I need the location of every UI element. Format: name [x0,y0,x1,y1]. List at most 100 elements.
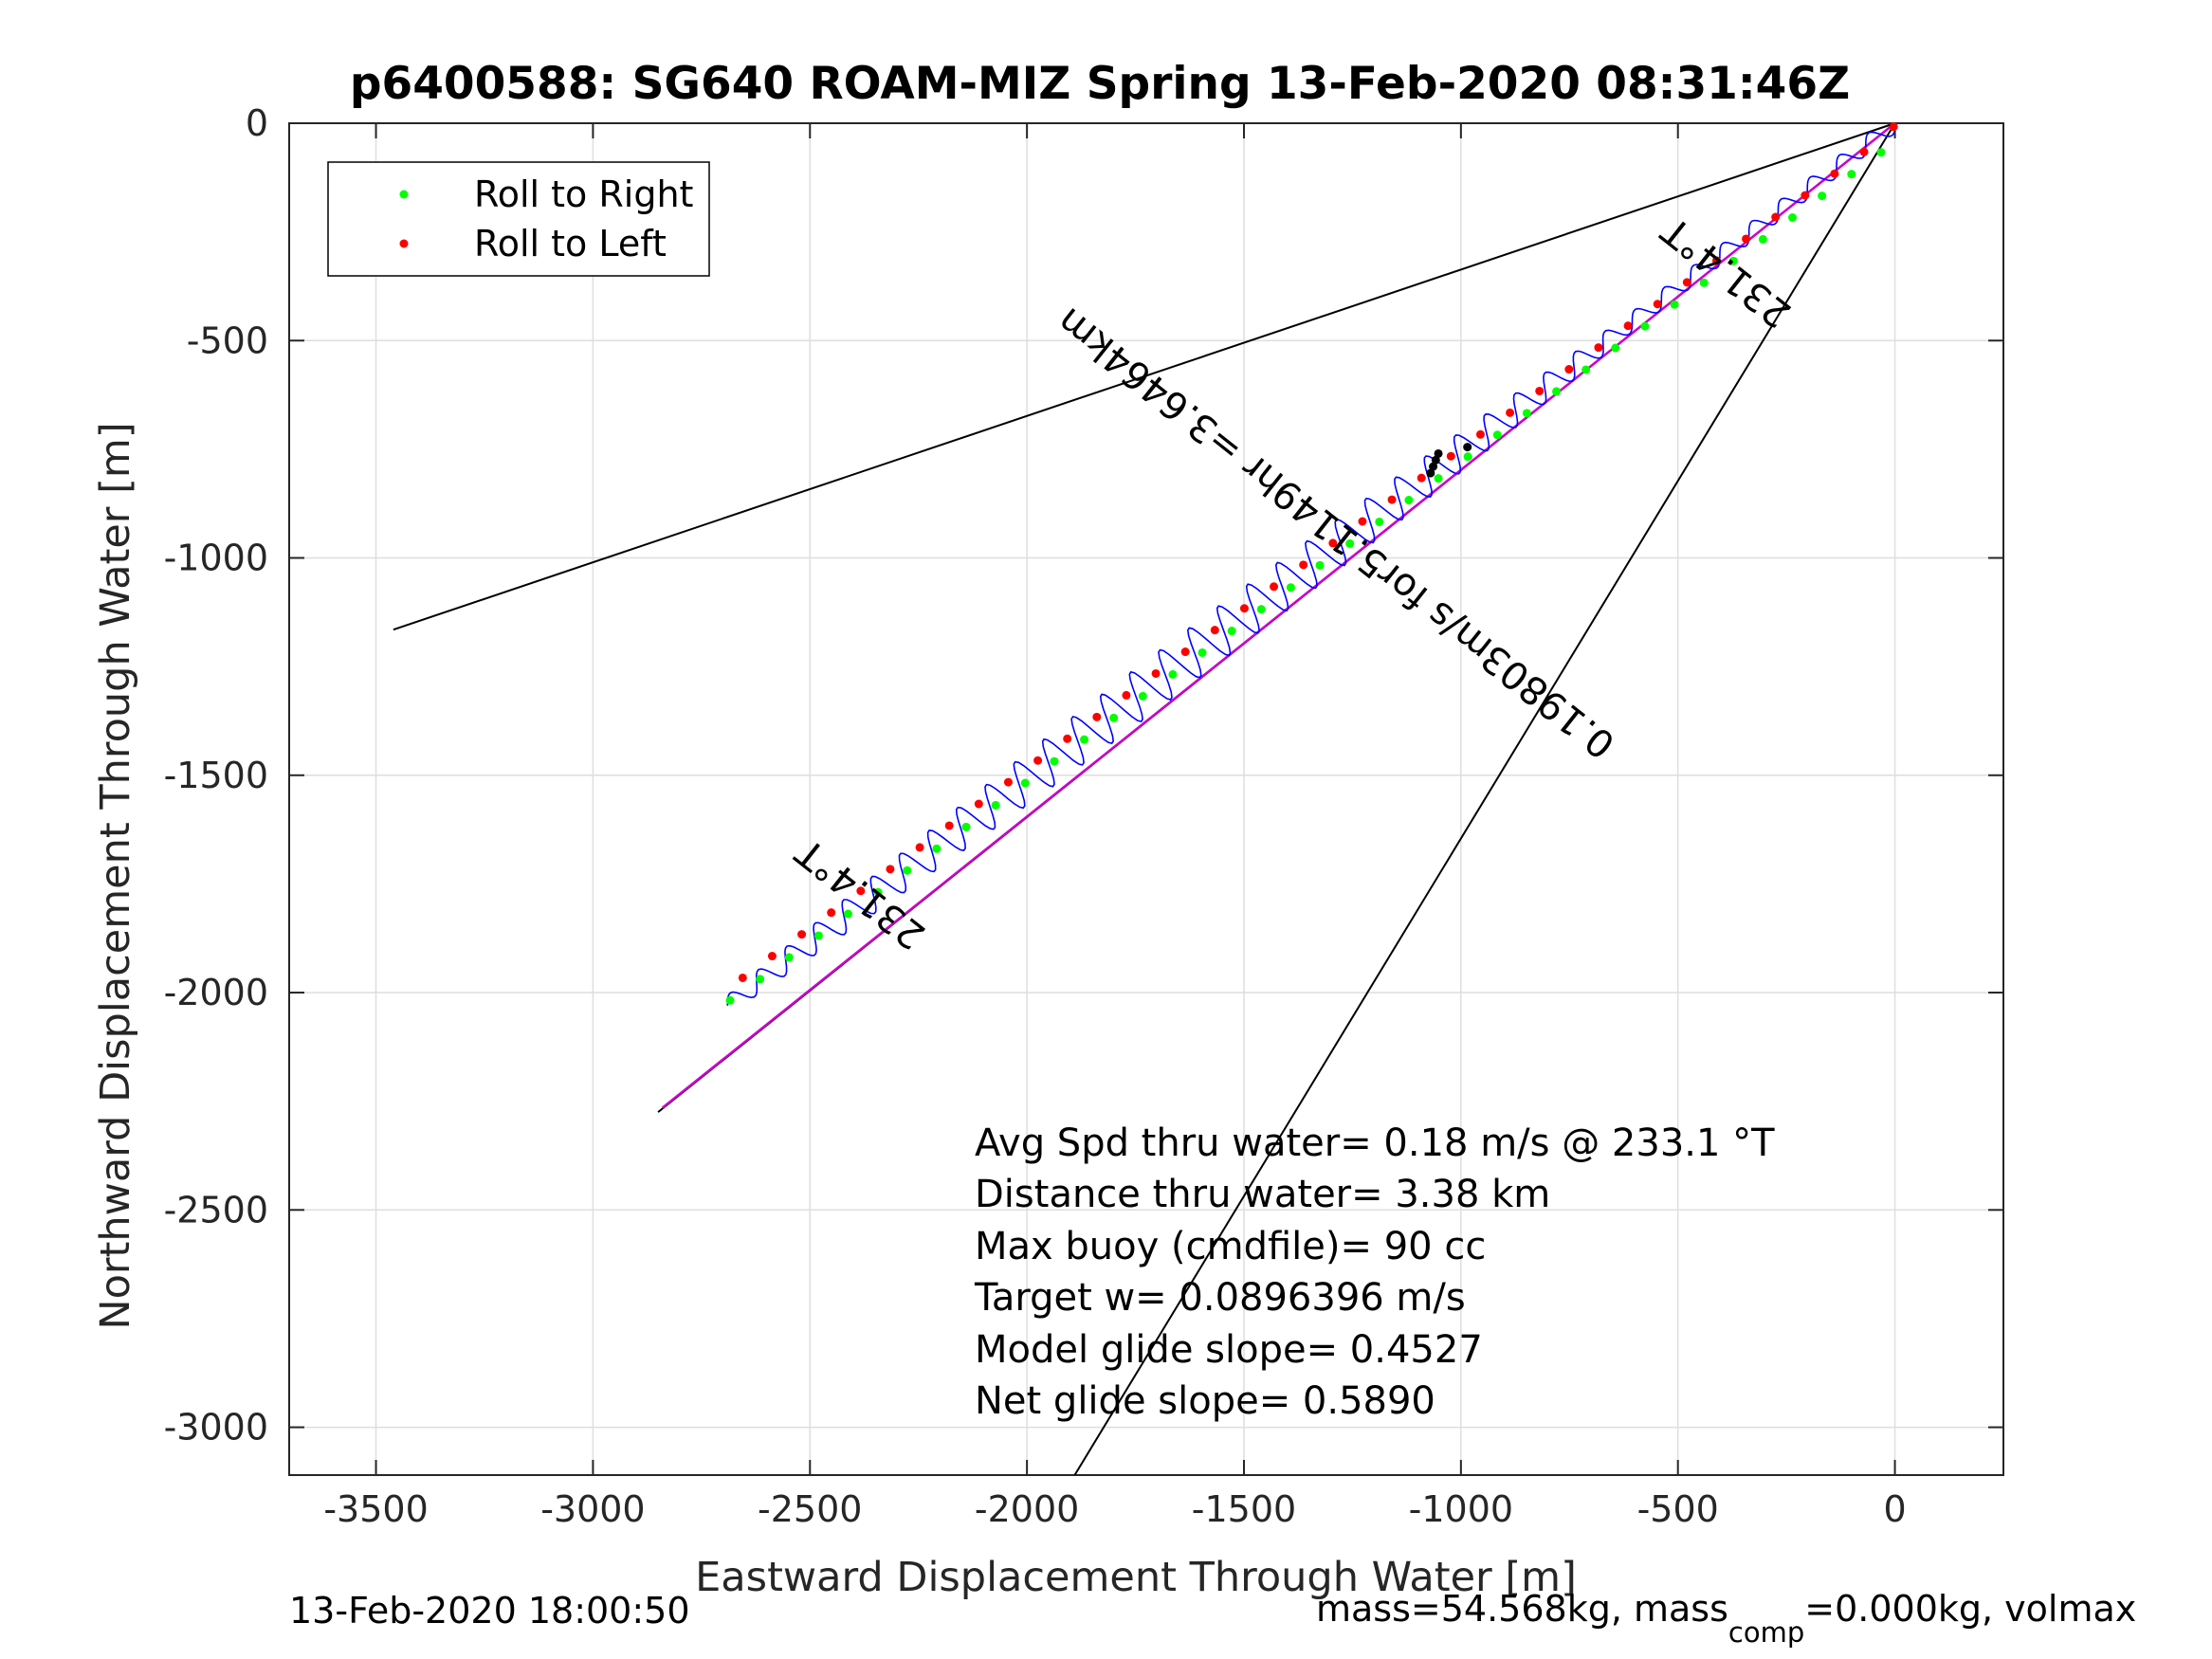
roll-left-point [1830,169,1839,178]
roll-right-point [961,822,971,831]
roll-left-point [1801,191,1810,200]
roll-left-point [1387,495,1397,504]
x-tick-label: -1000 [1409,1488,1513,1530]
footer-mass-main: mass=54.568kg, mass [1316,1588,1728,1630]
roll-left-point [856,886,866,896]
roll-left-point [1506,408,1515,417]
roll-left-point [827,908,836,918]
roll-right-point [1728,256,1738,265]
roll-right-point [1670,300,1679,309]
marker-point [1434,448,1443,458]
roll-left-point [1180,647,1190,657]
roll-right-point [1080,735,1089,744]
info-line: Distance thru water= 3.38 km [975,1173,1550,1216]
marker-point [1431,455,1440,465]
tick-marks [289,122,2003,1475]
roll-right-point [1197,647,1207,657]
roll-left-point [886,865,895,874]
roll-right-point [873,887,883,897]
roll-right-point [1375,517,1384,526]
roll-right-point [1876,148,1886,157]
roll-right-point [1227,627,1236,636]
y-tick-label: 0 [246,102,268,144]
roll-right-point [1138,691,1147,701]
y-tick-label: -1000 [164,538,268,579]
legend-marker-roll-left [399,239,409,248]
roll-left-point [767,952,777,961]
info-text: Avg Spd thru water= 0.18 m/s @ 233.1 °T … [974,1121,1775,1423]
reference-line [393,122,1895,631]
roll-right-point [814,931,823,940]
roll-right-point [1286,583,1295,592]
roll-left-point [1771,212,1781,222]
x-tick-label: -2000 [975,1488,1079,1530]
roll-left-point [915,843,924,852]
roll-left-point [944,821,954,830]
roll-right-point [1640,321,1650,331]
y-tick-label: -1500 [164,755,268,796]
info-line: Target w= 0.0896396 m/s [974,1276,1466,1320]
roll-left-point [1682,278,1691,287]
roll-right-point [991,800,1000,810]
roll-right-point [1847,170,1856,179]
roll-left-point [1358,517,1367,526]
footer-mass-tail: =0.000kg, volmax [1804,1588,2136,1630]
roll-left-point [1122,690,1131,700]
roll-right-point [1345,538,1355,548]
roll-left-point [1859,147,1869,156]
x-tick-label: -1500 [1192,1488,1296,1530]
roll-right-point [1315,560,1325,570]
y-axis-label: Northward Displacement Through Water [m] [92,422,139,1329]
roll-left-point [797,930,807,939]
roll-left-point [1475,429,1485,439]
roll-right-point [903,866,912,875]
roll-left-point [1889,122,1898,132]
roll-right-point [1492,430,1502,440]
roll-right-point [1818,191,1827,201]
roll-right-point [1522,409,1531,418]
reference-line [1073,122,1896,1476]
info-line: Max buoy (cmdfile)= 90 cc [975,1225,1486,1268]
roll-right-point [1788,212,1798,222]
roll-left-point [1417,473,1426,483]
roll-right-point [1020,778,1030,788]
roll-left-point [1063,734,1072,743]
legend-marker-roll-right [399,190,409,199]
roll-left-point [1742,234,1751,244]
roll-left-point [1092,712,1102,721]
y-tick-label: -3000 [164,1407,268,1449]
info-line: Avg Spd thru water= 0.18 m/s @ 233.1 °T [975,1121,1775,1165]
roll-right-point [1758,234,1767,244]
x-axis-label: Eastward Displacement Through Water [m] [695,1554,1577,1601]
roll-right-point [1611,343,1620,353]
roll-right-point [784,953,794,962]
roll-left-point [1299,560,1308,570]
roll-left-point [1623,321,1633,331]
roll-right-point [1256,605,1266,614]
roll-left-point [1653,300,1662,309]
x-tick-label: -3500 [323,1488,428,1530]
roll-right-point [844,909,853,919]
y-tick-label: -500 [187,319,268,361]
x-tick-label: -500 [1637,1488,1719,1530]
roll-left-point [1328,538,1338,548]
roll-right-point [1168,669,1178,679]
roll-right-point [1699,278,1709,287]
roll-left-point [1033,756,1043,765]
footer-mass-info: mass=54.568kg, masscomp=0.000kg, volmax [1316,1588,2136,1649]
roll-right-point [1109,713,1119,722]
marker-point [1429,462,1438,471]
footer-mass-subscript: comp [1728,1616,1804,1649]
roll-right-point [932,844,941,853]
roll-right-point [1463,452,1472,462]
legend-label-roll-right: Roll to Right [474,173,693,215]
roll-left-point [1446,451,1455,461]
marker-point [1426,468,1435,478]
legend: Roll to Right Roll to Left [327,161,710,277]
x-tick-label: 0 [1883,1488,1906,1530]
x-tick-labels: -3500 -3000 -2500 -2000 -1500 -1000 -500 0 [323,1488,1906,1530]
roll-left-point [1210,626,1219,635]
x-tick-label: -2500 [758,1488,862,1530]
roll-left-point [738,973,747,982]
